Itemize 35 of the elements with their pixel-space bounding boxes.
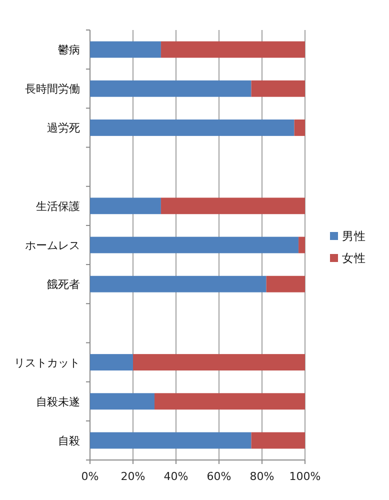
y-tick-label: 生活保護 <box>36 200 80 213</box>
bar <box>90 80 252 97</box>
x-tick-label: 0% <box>81 470 99 483</box>
legend-label: 男性 <box>342 229 366 243</box>
x-tick-label: 100% <box>289 470 321 483</box>
bar <box>154 393 305 410</box>
x-tick-label: 20% <box>120 470 146 483</box>
y-tick-label: 自殺 <box>58 434 80 448</box>
bar <box>90 120 294 136</box>
y-tick-label: 餓死者 <box>47 278 80 292</box>
bar <box>294 120 305 136</box>
y-tick-label: リストカット <box>14 356 80 370</box>
bar <box>90 354 133 370</box>
bar <box>133 354 305 370</box>
x-tick-label: 40% <box>164 470 188 483</box>
y-tick-label: 鬱病 <box>58 44 80 57</box>
bar <box>90 393 154 410</box>
bar <box>160 198 305 214</box>
bar <box>90 432 252 449</box>
bar <box>160 41 305 58</box>
bar <box>251 80 305 97</box>
bar <box>90 236 299 254</box>
bar <box>251 432 305 449</box>
bar <box>90 41 161 58</box>
y-tick-label: ホームレス <box>25 239 80 252</box>
x-tick-label: 60% <box>206 470 232 483</box>
bar <box>266 276 305 292</box>
bar <box>90 276 266 292</box>
legend-label: 女性 <box>342 251 366 265</box>
bar <box>298 236 305 254</box>
y-tick-label: 長時間労働 <box>25 82 80 96</box>
y-tick-label: 自殺未遂 <box>36 395 80 408</box>
x-tick-label: 80% <box>250 470 274 483</box>
bar <box>90 198 161 214</box>
y-tick-label: 過労死 <box>47 122 80 135</box>
